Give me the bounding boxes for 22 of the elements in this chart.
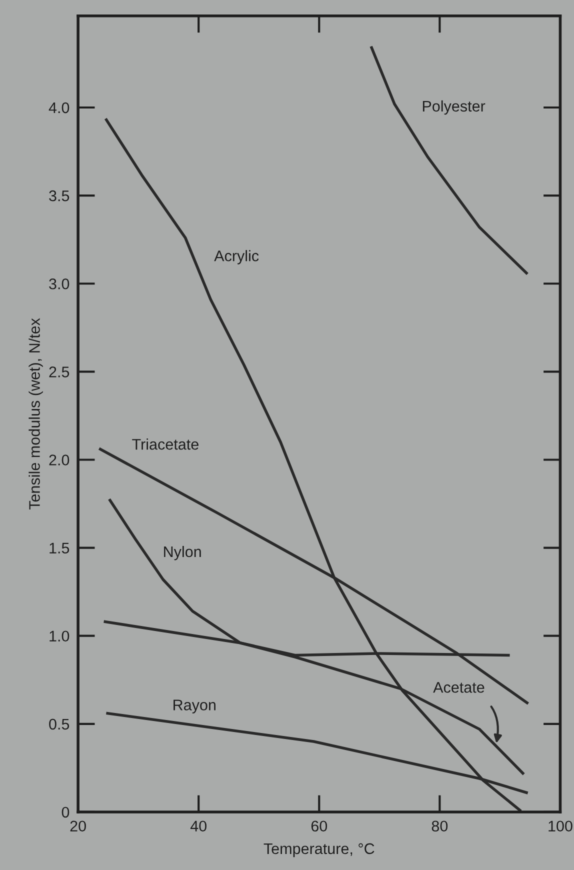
y-tick-label: 3.0 [49, 278, 70, 290]
x-tick-label: 60 [311, 820, 328, 832]
series-label: Nylon [164, 546, 201, 560]
y-axis-title: Tensile modulus (wet), N/tex [28, 318, 43, 510]
series-label: Acrylic [214, 250, 259, 264]
x-axis-title: Temperature, °C [264, 843, 374, 858]
series-label: Rayon [174, 700, 216, 714]
series-label: Acetate [433, 682, 484, 693]
y-tick-label: 0 [62, 806, 70, 818]
x-tick-label: 40 [190, 820, 207, 832]
y-tick-label: 0.5 [49, 718, 70, 730]
y-tick-label: 2.0 [49, 454, 70, 466]
x-tick-label: 20 [70, 820, 86, 832]
y-tick-label: 4.0 [48, 102, 70, 114]
y-tick-label: 1.0 [50, 630, 70, 642]
series-label: Polyester [422, 100, 486, 115]
x-tick-label: 100 [548, 820, 572, 832]
y-tick-label: 2.5 [49, 366, 70, 378]
y-tick-label: 3.5 [49, 190, 70, 202]
y-tick-label: 1.5 [50, 542, 70, 554]
x-tick-label: 80 [432, 820, 448, 832]
series-label: Triacetate [132, 438, 198, 450]
